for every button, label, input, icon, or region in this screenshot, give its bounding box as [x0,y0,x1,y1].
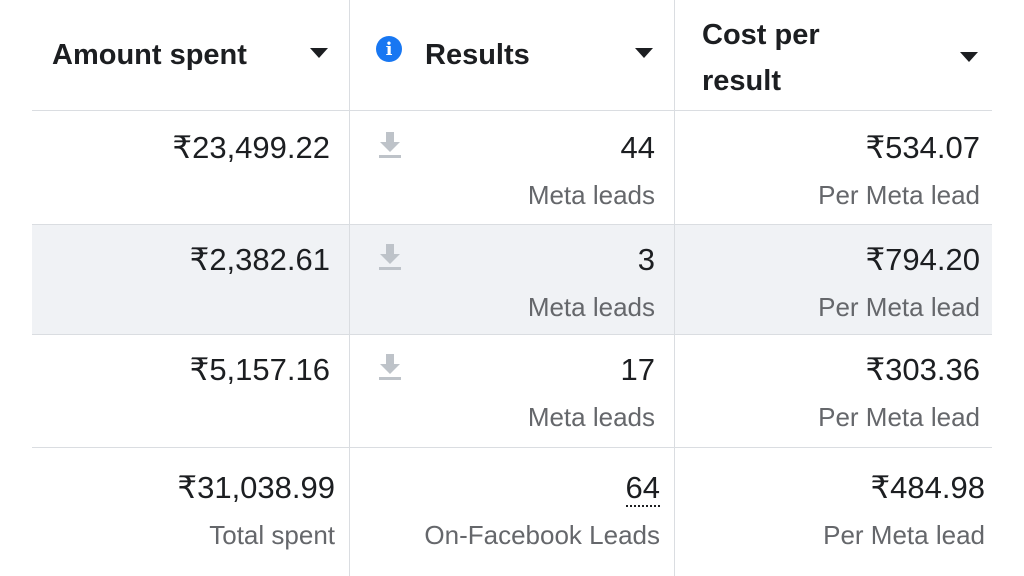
ads-metrics-table: Amount spent i Results Cost per result ₹… [32,0,992,576]
caret-down-icon[interactable] [960,52,978,62]
total-amount-spent-value: ₹31,038.99 [177,470,335,505]
column-divider [674,0,675,576]
column-header-label: Amount spent [52,38,247,71]
column-header-label: Cost per [702,19,820,51]
total-spent-label: Total spent [209,520,335,550]
striped-row-background [32,224,992,334]
column-header-label: Results [425,38,530,71]
total-results-number[interactable]: 64 [625,470,660,507]
total-cost-per-result-value: ₹484.98 [870,470,985,505]
cost-per-result-value: ₹534.07 [865,130,980,165]
column-header-cost-per-result[interactable]: Cost per result [702,12,942,104]
column-divider [349,0,350,576]
caret-down-icon[interactable] [310,48,328,58]
header-divider [32,110,992,111]
cost-per-result-value: ₹794.20 [865,242,980,277]
results-value[interactable]: 3 [637,242,655,277]
amount-spent-value: ₹5,157.16 [189,352,330,387]
row-divider [32,224,992,225]
total-results-label: On-Facebook Leads [424,520,660,550]
cost-per-result-label: Per Meta lead [818,402,980,432]
column-header-results[interactable]: Results [425,0,625,110]
results-label: Meta leads [527,402,655,432]
download-icon [379,244,401,270]
amount-spent-value: ₹2,382.61 [189,242,330,277]
column-header-amount-spent[interactable]: Amount spent [52,0,342,110]
cost-per-result-label: Per Meta lead [818,292,980,322]
info-icon[interactable]: i [376,36,402,62]
row-divider [32,334,992,335]
results-label: Meta leads [527,292,655,322]
total-cost-per-result-label: Per Meta lead [823,520,985,550]
results-value[interactable]: 44 [620,130,655,165]
totals-divider [32,447,992,448]
download-icon [379,132,401,158]
results-value[interactable]: 17 [620,352,655,387]
download-icon [379,354,401,380]
total-results-value[interactable]: 64 [625,470,660,507]
cost-per-result-label: Per Meta lead [818,180,980,210]
caret-down-icon[interactable] [635,48,653,58]
amount-spent-value: ₹23,499.22 [172,130,330,165]
column-header-label: result [702,65,781,97]
results-label: Meta leads [527,180,655,210]
cost-per-result-value: ₹303.36 [865,352,980,387]
